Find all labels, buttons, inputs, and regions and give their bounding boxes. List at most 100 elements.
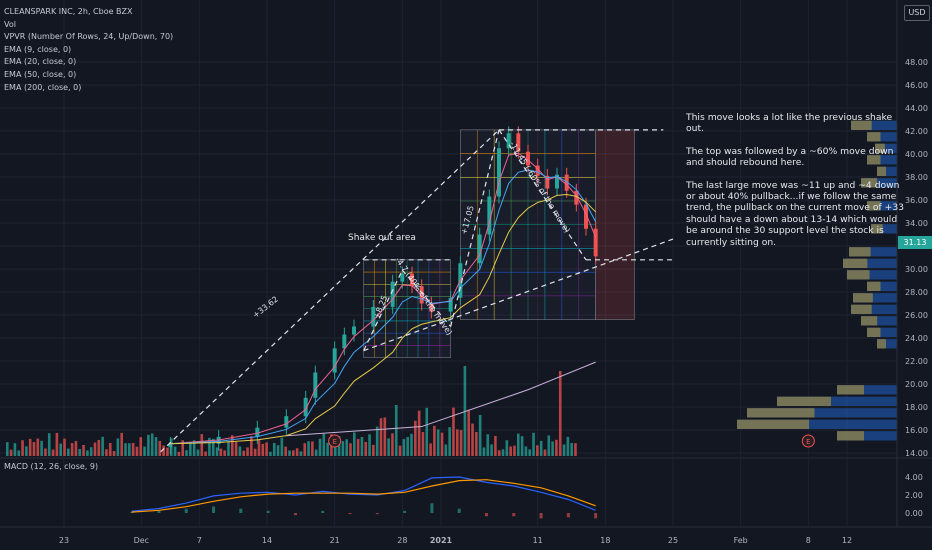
legend-line-ema20[interactable]: EMA (20, close, 0) [4,57,77,67]
earnings-marker-label: E [332,438,336,446]
volume-bar [116,438,120,456]
legend-line-ema200[interactable]: EMA (200, close, 0) [4,82,82,92]
time-tick-label: 14 [262,536,272,545]
volume-bar [158,440,162,456]
price-tick-label: 26.00 [905,311,928,320]
vpvr-up-bar [843,258,897,268]
symbol-title[interactable]: CLEANSPARK INC, 2h, Cboe BZX [4,7,133,16]
candle-body [400,273,405,282]
vpvr-up-bar [737,419,897,429]
candle-body [303,397,308,417]
vpvr-down-bar [861,178,878,188]
volume-bar [89,447,93,456]
volume-bar [558,371,562,456]
volume-bar [185,450,188,456]
price-tick-label: 38.00 [905,173,928,182]
vpvr-down-bar [867,327,881,337]
analysis-note: This move looks a lot like the previous … [686,112,908,259]
candle-body [429,303,434,312]
price-tick-label: 14.00 [905,449,928,458]
vpvr-up-bar [875,143,897,153]
candle-body [168,443,173,448]
fib-box-extension [595,129,635,320]
volume-bar [337,436,341,456]
volume-bar [383,417,387,456]
volume-bar [326,442,329,456]
legend-line-ema9[interactable]: EMA (9, close, 0) [4,44,72,54]
volume-bar [532,432,535,456]
time-tick-label: Feb [734,536,748,545]
ema-50-line [170,194,597,445]
volume-bar [55,432,59,456]
leg-down-1 [401,269,452,327]
vpvr-down-bar [837,431,864,441]
volume-bar [196,449,200,456]
candle-body [342,334,347,349]
vpvr-up-bar [861,316,897,326]
volume-bar [67,448,70,456]
volume-bar [6,442,9,456]
volume-bar [444,444,448,456]
vpvr-up-bar [853,293,897,303]
macd-histogram-bar [375,513,379,515]
candle-body [516,133,521,152]
volume-bar [566,436,570,456]
candle-body [564,174,569,191]
volume-bar [97,439,101,456]
volume-bar [433,425,436,456]
volume-bar [307,441,310,456]
macd-histogram-bar [484,513,488,517]
macd-legend[interactable]: MACD (12, 26, close, 9) [4,462,99,471]
earnings-marker [328,434,342,448]
volume-bar [448,427,451,456]
chart-legend: CLEANSPARK INC, 2h, Cboe BZX Vol VPVR (N… [4,6,173,94]
leg-up-2 [450,129,500,327]
volume-bar [311,441,314,456]
vpvr-up-bar [747,408,897,418]
volume-bar [276,445,280,456]
volume-bar [9,449,13,456]
volume-bar [551,441,554,456]
volume-bar [246,447,249,456]
vpvr-up-bar [837,431,897,441]
legend-line-vpvr[interactable]: VPVR (Number Of Rows, 24, Up/Down, 70) [4,32,174,42]
vpvr-up-bar [877,339,897,349]
volume-bar [314,449,318,456]
volume-bar [230,435,234,456]
volume-bar [387,438,390,456]
volume-bar [44,448,47,456]
volume-bar [364,441,368,456]
legend-line-ema50[interactable]: EMA (50, close, 0) [4,69,77,79]
volume-bar [253,448,257,456]
volume-bar [440,432,444,456]
ema-200-line [286,361,596,437]
volume-bar [181,440,185,456]
price-tick-label: 40.00 [905,150,928,159]
vpvr-up-bar [867,327,897,337]
macd-histogram-bar [212,506,216,513]
volume-bar [261,443,265,456]
candle-body [255,427,260,437]
vpvr-down-bar [877,166,886,176]
currency-button[interactable]: USD [904,5,930,21]
candle-body [506,133,511,149]
volume-bar [105,449,108,456]
volume-bar [219,448,223,456]
time-tick-label: Dec [134,536,149,545]
volume-bar [150,433,154,456]
time-tick-label: 7 [197,536,202,545]
volume-bar [215,447,219,456]
candle-body [593,228,598,257]
volume-bar [166,447,169,456]
earnings-marker [801,434,815,448]
candle-body [526,151,530,166]
volume-bar [520,436,524,456]
volume-bar [452,407,455,456]
volume-bar [25,446,28,456]
vpvr-down-bar [871,224,883,234]
volume-bar [36,438,40,456]
legend-line-vol[interactable]: Vol [4,19,16,29]
candle-body [487,196,492,235]
volume-bar [82,444,85,456]
